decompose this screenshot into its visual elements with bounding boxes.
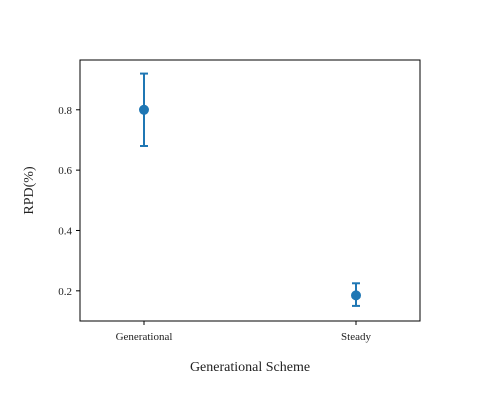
x-axis: Generational Steady <box>116 321 371 343</box>
y-tick-label: 0.8 <box>58 105 72 117</box>
mean-marker <box>139 104 149 115</box>
y-axis-label: RPD(%) <box>22 166 37 215</box>
mean-marker <box>351 290 361 301</box>
y-tick-label: 0.4 <box>58 225 72 237</box>
data-series <box>139 72 361 307</box>
x-tick-label: Steady <box>341 331 371 343</box>
plot-area <box>79 59 421 322</box>
data-point-steady <box>351 282 361 307</box>
y-tick-label: 0.6 <box>58 165 72 177</box>
y-tick-label: 0.2 <box>58 286 72 298</box>
x-axis-label: Generational Scheme <box>190 360 310 375</box>
data-point-generational <box>139 72 149 147</box>
y-axis: 0.2 0.4 0.6 0.8 <box>58 105 80 298</box>
x-tick-label: Generational <box>116 331 173 343</box>
